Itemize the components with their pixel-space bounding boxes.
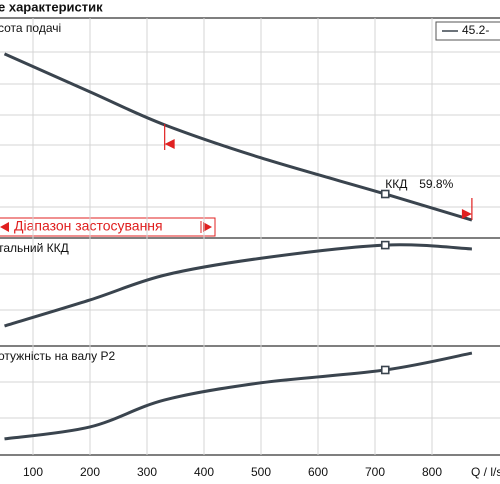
horizontal-grid <box>0 51 500 419</box>
range-arrow <box>461 209 472 219</box>
operating-value: 59.8% <box>419 177 453 191</box>
x-tick-label: 100 <box>23 465 43 479</box>
operating-point <box>380 365 390 375</box>
range-box: Діапазон застосування <box>0 217 216 237</box>
range-label: Діапазон застосування <box>14 218 163 234</box>
x-tick-label: 500 <box>251 465 271 479</box>
range-arrow <box>164 139 175 149</box>
frames <box>0 17 500 456</box>
operating-point <box>380 189 390 199</box>
curve <box>4 243 472 328</box>
curve <box>4 351 473 441</box>
operating-label: ККД <box>385 177 407 191</box>
panel-label: отужність на валу P2 <box>0 349 115 363</box>
x-axis-label: Q / l/s <box>471 465 500 479</box>
x-tick-label: 200 <box>80 465 100 479</box>
curve <box>3 52 473 222</box>
chart-title: е характеристик <box>0 0 103 14</box>
panel-label: сота подачі <box>0 21 61 35</box>
operating-point <box>380 240 390 250</box>
panel-label: тальний ККД <box>0 241 69 255</box>
x-tick-label: 600 <box>308 465 328 479</box>
x-tick-label: 800 <box>422 465 442 479</box>
x-tick-label: 300 <box>137 465 157 479</box>
x-tick-label: 400 <box>194 465 214 479</box>
legend: 45.2- <box>435 21 500 41</box>
x-tick-label: 700 <box>365 465 385 479</box>
legend-label: 45.2- <box>462 23 489 37</box>
